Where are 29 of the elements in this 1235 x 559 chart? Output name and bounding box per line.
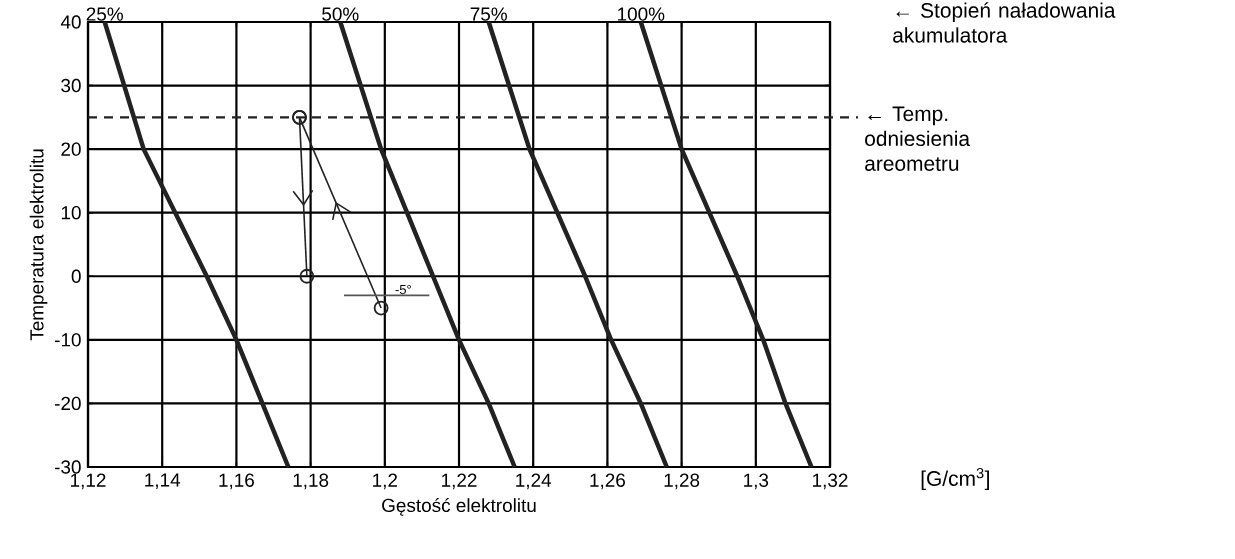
y-tick-label: 10	[61, 206, 81, 220]
x-tick-label: 1,26	[590, 473, 625, 490]
ref-line-label: ← Temp. odniesienia areometru	[865, 106, 971, 171]
y-tick-label: 40	[60, 15, 81, 29]
text: ← Stopień naładowania akumulatora	[893, 2, 1116, 43]
y-tick-label: -10	[54, 333, 81, 347]
x-tick-label: 1,16	[219, 473, 254, 490]
y-tick-label: 20	[61, 142, 81, 156]
x-tick-label: 1,14	[145, 473, 181, 489]
x-tick-label: 1,24	[516, 473, 552, 490]
x-tick-label: 1,18	[293, 473, 329, 490]
series-label: 100%	[618, 7, 665, 21]
y-axis-title: Temperatura elektrolitu	[29, 149, 48, 341]
x-tick-label: 1,22	[442, 473, 477, 490]
x-tick-label: 1,32	[813, 473, 848, 490]
series-label: 75%	[470, 7, 507, 21]
y-tick-label: 30	[61, 78, 81, 93]
x-tick-label: 1,12	[71, 473, 106, 490]
y-tick-label: -20	[54, 396, 81, 411]
series-label: 50%	[322, 7, 359, 21]
x-tick-label: 1,28	[664, 473, 700, 490]
y-tick-label: 0	[71, 269, 81, 283]
x-tick-label: 1,2	[373, 473, 398, 490]
x-axis-title: Gęstość elektrolitu	[382, 497, 536, 516]
text: [G/cm$^{3}$]	[921, 467, 989, 491]
x-tick-label: 1,3	[744, 473, 769, 490]
series-label: 25%	[86, 7, 123, 21]
annotation: -5°	[395, 284, 411, 295]
y-tick-label: -30	[54, 460, 81, 474]
